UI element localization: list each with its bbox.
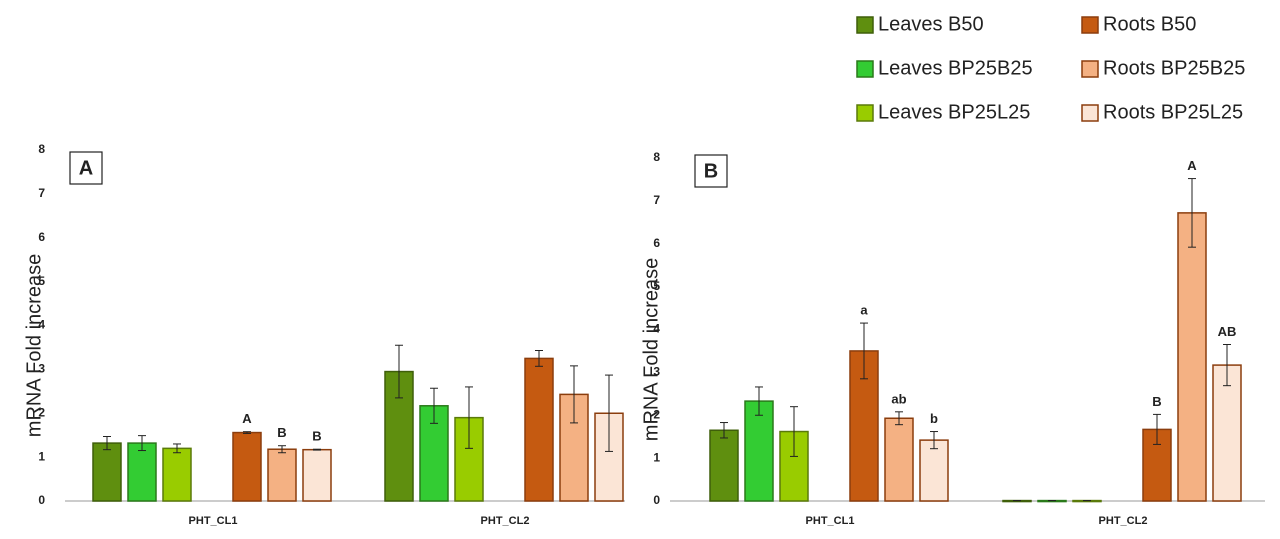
annotation: a bbox=[860, 303, 868, 318]
y-tick-label: 4 bbox=[653, 322, 660, 336]
bar bbox=[744, 400, 774, 502]
annotation: B bbox=[312, 429, 321, 444]
legend-swatch bbox=[856, 60, 874, 78]
bar bbox=[232, 431, 262, 502]
bar bbox=[92, 442, 122, 502]
y-tick-label: 1 bbox=[38, 449, 45, 463]
legend-swatch bbox=[856, 16, 874, 34]
y-tick-label: 5 bbox=[38, 274, 45, 288]
y-axis-label: mRNA Fold increase bbox=[23, 254, 45, 437]
y-tick-label: 0 bbox=[653, 493, 660, 507]
y-axis-label: mRNA Fold increase bbox=[640, 258, 662, 441]
legend-label: Leaves B50 bbox=[878, 13, 984, 35]
annotation: B bbox=[277, 425, 286, 440]
y-tick-label: 4 bbox=[38, 318, 45, 332]
bar bbox=[524, 357, 554, 502]
legend-swatch bbox=[856, 104, 874, 122]
legend-swatch bbox=[1081, 104, 1099, 122]
panel-box bbox=[694, 154, 728, 188]
y-tick-label: 6 bbox=[38, 230, 45, 244]
y-tick-label: 7 bbox=[653, 193, 660, 207]
x-tick-label: PHT_CL2 bbox=[481, 515, 530, 527]
panel-label: A bbox=[79, 157, 93, 179]
y-tick-label: 5 bbox=[653, 279, 660, 293]
y-tick-label: 8 bbox=[38, 142, 45, 156]
y-tick-label: 2 bbox=[38, 405, 45, 419]
y-tick-label: 3 bbox=[653, 365, 660, 379]
annotation: A bbox=[242, 411, 252, 426]
bar bbox=[1177, 212, 1207, 502]
bar bbox=[302, 448, 332, 502]
legend-swatch bbox=[1081, 16, 1099, 34]
legend-label: Roots B50 bbox=[1103, 13, 1196, 35]
bar bbox=[884, 417, 914, 502]
legend-label: Roots BP25L25 bbox=[1103, 101, 1243, 123]
annotation: A bbox=[1187, 158, 1197, 173]
legend-label: Leaves BP25B25 bbox=[878, 57, 1033, 79]
x-tick-label: PHT_CL1 bbox=[189, 515, 238, 527]
y-tick-label: 2 bbox=[653, 407, 660, 421]
legend-label: Roots BP25B25 bbox=[1103, 57, 1245, 79]
annotation: ab bbox=[891, 391, 906, 406]
y-tick-label: 1 bbox=[653, 450, 660, 464]
bar bbox=[919, 439, 949, 502]
legend-label: Leaves BP25L25 bbox=[878, 101, 1030, 123]
panel-label: B bbox=[704, 160, 718, 182]
annotation: b bbox=[930, 411, 938, 426]
bar bbox=[127, 442, 157, 502]
bar bbox=[1212, 364, 1242, 502]
bar bbox=[162, 447, 192, 502]
y-tick-label: 7 bbox=[38, 186, 45, 200]
y-tick-label: 8 bbox=[653, 150, 660, 164]
annotation: AB bbox=[1218, 324, 1237, 339]
y-tick-label: 6 bbox=[653, 236, 660, 250]
y-tick-label: 3 bbox=[38, 362, 45, 376]
y-tick-label: 0 bbox=[38, 493, 45, 507]
x-tick-label: PHT_CL1 bbox=[806, 515, 855, 527]
bar bbox=[709, 429, 739, 502]
legend-swatch bbox=[1081, 60, 1099, 78]
x-tick-label: PHT_CL2 bbox=[1099, 515, 1148, 527]
bar bbox=[267, 448, 297, 502]
panel-box bbox=[69, 151, 103, 185]
annotation: B bbox=[1152, 394, 1161, 409]
